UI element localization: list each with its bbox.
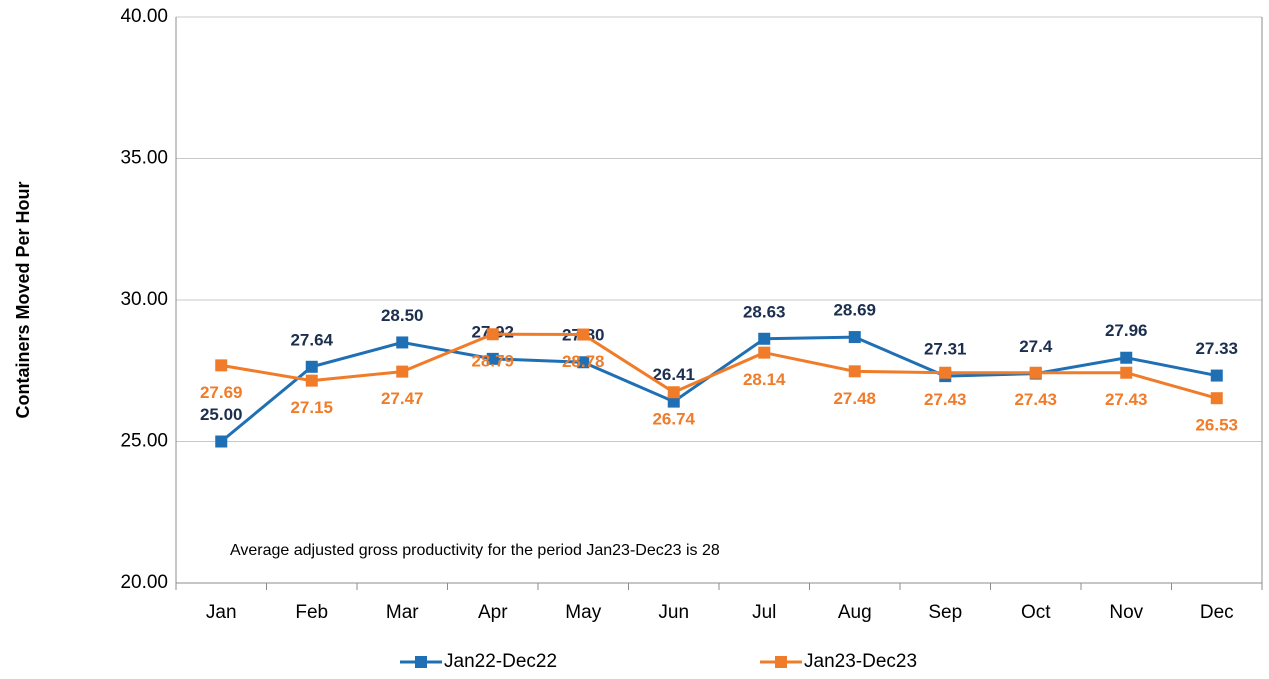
- point: [577, 356, 590, 369]
- y-tick-label: 25.00: [120, 431, 168, 452]
- x-tick-label: Oct: [1021, 602, 1051, 623]
- x-tick-label: Jul: [752, 602, 776, 623]
- point: [486, 352, 499, 365]
- point: [758, 332, 771, 345]
- data-label: 27.15: [290, 398, 333, 417]
- point: [396, 365, 409, 378]
- x-tick-label: Feb: [295, 602, 328, 623]
- x-tick-label: Aug: [838, 602, 872, 623]
- data-label: 27.47: [381, 389, 424, 408]
- y-tick-label: 40.00: [120, 6, 168, 27]
- point: [1120, 351, 1133, 364]
- x-tick-label: Jun: [658, 602, 689, 623]
- x-tick-label: Sep: [928, 602, 962, 623]
- data-label: 28.79: [471, 352, 514, 371]
- point: [1210, 369, 1223, 382]
- point: [939, 366, 952, 379]
- data-label: 28.50: [381, 306, 424, 325]
- legend-marker: [415, 656, 427, 668]
- y-axis-label: Containers Moved Per Hour: [13, 181, 33, 418]
- point: [848, 331, 861, 344]
- data-label: 27.96: [1105, 321, 1148, 340]
- point: [848, 365, 861, 378]
- series-line: [221, 332, 1218, 400]
- x-tick-label: May: [565, 602, 601, 623]
- data-label: 27.69: [200, 383, 243, 402]
- data-label: 26.41: [652, 365, 695, 384]
- point: [577, 328, 590, 341]
- point: [1029, 366, 1042, 379]
- point: [486, 328, 499, 341]
- point: [667, 395, 680, 408]
- point: [1120, 366, 1133, 379]
- y-tick-label: 20.00: [120, 572, 168, 593]
- x-tick-label: Nov: [1109, 602, 1143, 623]
- x-tick-label: Mar: [386, 602, 419, 623]
- point: [1210, 392, 1223, 405]
- series-line: [220, 335, 1218, 443]
- x-tick-label: Dec: [1200, 602, 1234, 623]
- data-label: 27.43: [924, 390, 967, 409]
- y-tick-label: 30.00: [120, 289, 168, 310]
- y-tick-label: 35.00: [120, 148, 168, 169]
- x-tick-label: Apr: [478, 602, 508, 623]
- point: [215, 359, 228, 372]
- data-label: 25.00: [200, 405, 243, 424]
- data-label: 28.63: [743, 302, 786, 321]
- legend-label: Jan22-Dec22: [444, 651, 557, 672]
- point: [305, 360, 318, 373]
- point: [667, 386, 680, 399]
- data-label: 27.48: [833, 389, 876, 408]
- data-label: 27.33: [1195, 339, 1238, 358]
- data-label: 27.64: [290, 330, 333, 349]
- point: [758, 346, 771, 359]
- data-label: 28.14: [743, 370, 786, 389]
- data-label: 27.31: [924, 340, 967, 359]
- legend-marker: [775, 656, 787, 668]
- legend-label: Jan23-Dec23: [804, 651, 917, 672]
- data-label: 27.43: [1105, 390, 1148, 409]
- data-label: 26.53: [1195, 416, 1238, 435]
- data-label: 28.78: [562, 352, 605, 371]
- point: [396, 336, 409, 349]
- data-label: 28.69: [833, 301, 876, 320]
- data-label: 26.74: [652, 410, 695, 429]
- annotation: Average adjusted gross productivity for …: [230, 542, 720, 559]
- data-label: 27.4: [1019, 337, 1053, 356]
- x-tick-label: Jan: [206, 602, 237, 623]
- point: [305, 374, 318, 387]
- point: [215, 435, 228, 448]
- data-label: 27.43: [1014, 390, 1057, 409]
